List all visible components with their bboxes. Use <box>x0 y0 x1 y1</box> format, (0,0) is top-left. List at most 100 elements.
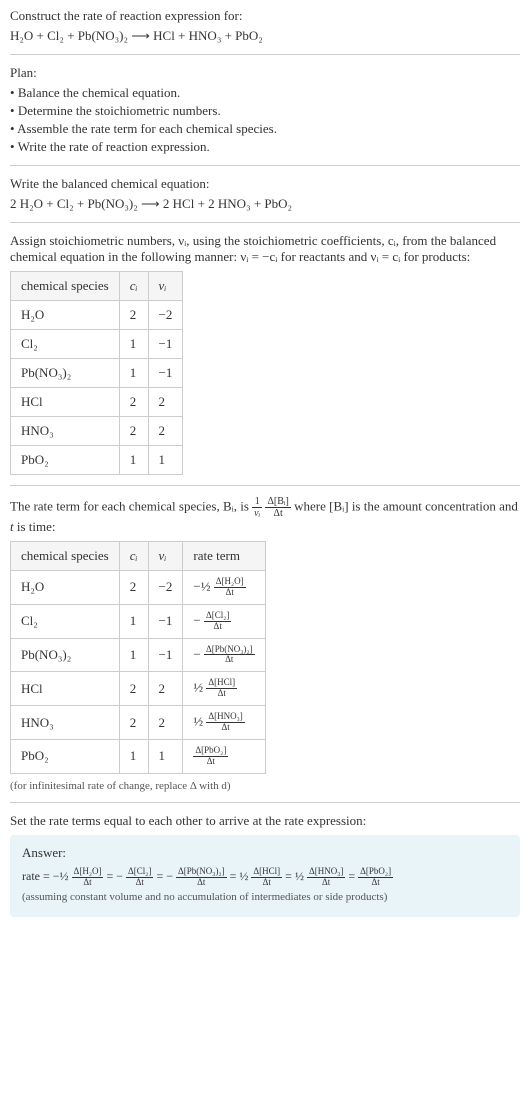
term-frac: Δ[HCl]Δt <box>251 867 282 888</box>
cell: 1 <box>119 638 148 672</box>
rate-term-table: chemical species cᵢ νᵢ rate term H₂O 2 −… <box>10 541 266 774</box>
cell: 2 <box>148 706 183 740</box>
coef: − <box>116 869 123 883</box>
divider <box>10 802 520 803</box>
cell-rate: −½ Δ[H₂O]Δt <box>183 571 265 605</box>
coef: − <box>193 612 200 627</box>
cell-rate: ½ Δ[HNO₃]Δt <box>183 706 265 740</box>
cell: 2 <box>119 417 148 446</box>
rate-expression: rate = −½ Δ[H₂O]Δt = − Δ[Cl₂]Δt = − Δ[Pb… <box>22 867 508 888</box>
frac-num: Δ[Pb(NO₃)₂] <box>176 867 227 878</box>
cell: −2 <box>148 301 183 330</box>
frac-den: Δt <box>206 689 237 699</box>
frac-den: Δt <box>204 655 255 665</box>
cell: 1 <box>148 446 183 475</box>
rate-text-suffix: is time: <box>14 519 56 534</box>
frac-num: 1 <box>252 496 262 508</box>
table-header: cᵢ <box>119 542 148 571</box>
cell: Cl₂ <box>11 604 120 638</box>
set-text: Set the rate terms equal to each other t… <box>10 813 520 829</box>
set-section: Set the rate terms equal to each other t… <box>10 813 520 918</box>
frac-den: Δt <box>307 878 345 888</box>
table-header: νᵢ <box>148 272 183 301</box>
table-header-row: chemical species cᵢ νᵢ <box>11 272 183 301</box>
cell-rate: Δ[PbO₂]Δt <box>183 739 265 773</box>
term-frac: Δ[HNO₃]Δt <box>307 867 345 888</box>
rate-text-prefix: The rate term for each chemical species,… <box>10 498 252 513</box>
term-frac: Δ[Pb(NO₃)₂]Δt <box>176 867 227 888</box>
cell: −1 <box>148 638 183 672</box>
table-row: Cl₂1−1 <box>11 330 183 359</box>
coef: −½ <box>193 578 210 593</box>
table-header: chemical species <box>11 272 120 301</box>
answer-box: Answer: rate = −½ Δ[H₂O]Δt = − Δ[Cl₂]Δt … <box>10 835 520 918</box>
term-frac: Δ[Pb(NO₃)₂]Δt <box>204 645 255 666</box>
table-row: PbO₂ 1 1 Δ[PbO₂]Δt <box>11 739 266 773</box>
cell-rate: ½ Δ[HCl]Δt <box>183 672 265 706</box>
cell: 1 <box>119 446 148 475</box>
infinitesimal-note: (for infinitesimal rate of change, repla… <box>10 780 520 792</box>
cell: 1 <box>119 359 148 388</box>
cell: HNO₃ <box>11 706 120 740</box>
frac-den: Δt <box>72 878 104 888</box>
divider <box>10 54 520 55</box>
coef: ½ <box>295 869 304 883</box>
cell: PbO₂ <box>11 446 120 475</box>
coef: −½ <box>53 869 69 883</box>
vi-header: νᵢ <box>159 278 167 293</box>
coef: − <box>193 646 200 661</box>
cell: 1 <box>119 330 148 359</box>
term-frac: Δ[HNO₃]Δt <box>206 712 244 733</box>
table-header: chemical species <box>11 542 120 571</box>
cell: H₂O <box>11 571 120 605</box>
table-row: H₂O 2 −2 −½ Δ[H₂O]Δt <box>11 571 266 605</box>
table-row: Cl₂ 1 −1 − Δ[Cl₂]Δt <box>11 604 266 638</box>
cell: PbO₂ <box>11 739 120 773</box>
table-row: H₂O2−2 <box>11 301 183 330</box>
intro-section: Construct the rate of reaction expressio… <box>10 8 520 44</box>
rate-frac-1: 1νᵢ <box>252 496 262 519</box>
table-header: νᵢ <box>148 542 183 571</box>
balanced-title: Write the balanced chemical equation: <box>10 176 520 192</box>
divider <box>10 222 520 223</box>
frac-num: Δ[PbO₂] <box>358 867 393 878</box>
coef: ½ <box>193 680 203 695</box>
frac-den: Δt <box>358 878 393 888</box>
assign-text: Assign stoichiometric numbers, νᵢ, using… <box>10 233 520 265</box>
plan-item: Determine the stoichiometric numbers. <box>10 103 520 119</box>
intro-equation: H₂O + Cl₂ + Pb(NO₃)₂ ⟶ HCl + HNO₃ + PbO₂ <box>10 28 520 44</box>
term-frac: Δ[Cl₂]Δt <box>204 611 231 632</box>
cell: −2 <box>148 571 183 605</box>
frac-num: Δ[Cl₂] <box>126 867 153 878</box>
frac-den: Δt <box>204 622 231 632</box>
plan-list: Balance the chemical equation. Determine… <box>10 85 520 155</box>
cell: Pb(NO₃)₂ <box>11 359 120 388</box>
coef: ½ <box>239 869 248 883</box>
cell: HCl <box>11 388 120 417</box>
plan-title: Plan: <box>10 65 520 81</box>
frac-den: Δt <box>251 878 282 888</box>
ci-header: cᵢ <box>130 548 138 563</box>
cell-rate: − Δ[Pb(NO₃)₂]Δt <box>183 638 265 672</box>
term-frac: Δ[H₂O]Δt <box>72 867 104 888</box>
balanced-section: Write the balanced chemical equation: 2 … <box>10 176 520 212</box>
vi-header: νᵢ <box>159 548 167 563</box>
table-row: Pb(NO₃)₂1−1 <box>11 359 183 388</box>
table-row: PbO₂11 <box>11 446 183 475</box>
cell: 2 <box>119 388 148 417</box>
cell: 1 <box>148 739 183 773</box>
cell-rate: − Δ[Cl₂]Δt <box>183 604 265 638</box>
cell: −1 <box>148 330 183 359</box>
rate-frac-2: Δ[Bᵢ]Δt <box>265 496 290 519</box>
plan-item: Write the rate of reaction expression. <box>10 139 520 155</box>
frac-den: Δt <box>193 757 228 767</box>
frac-num: Δ[HNO₃] <box>307 867 345 878</box>
plan-section: Plan: Balance the chemical equation. Det… <box>10 65 520 155</box>
rate-term-text: The rate term for each chemical species,… <box>10 496 520 535</box>
rate-term-section: The rate term for each chemical species,… <box>10 496 520 792</box>
answer-note: (assuming constant volume and no accumul… <box>22 891 508 903</box>
table-header: cᵢ <box>119 272 148 301</box>
term-frac: Δ[Cl₂]Δt <box>126 867 153 888</box>
cell: HCl <box>11 672 120 706</box>
frac-den: Δt <box>265 508 290 519</box>
